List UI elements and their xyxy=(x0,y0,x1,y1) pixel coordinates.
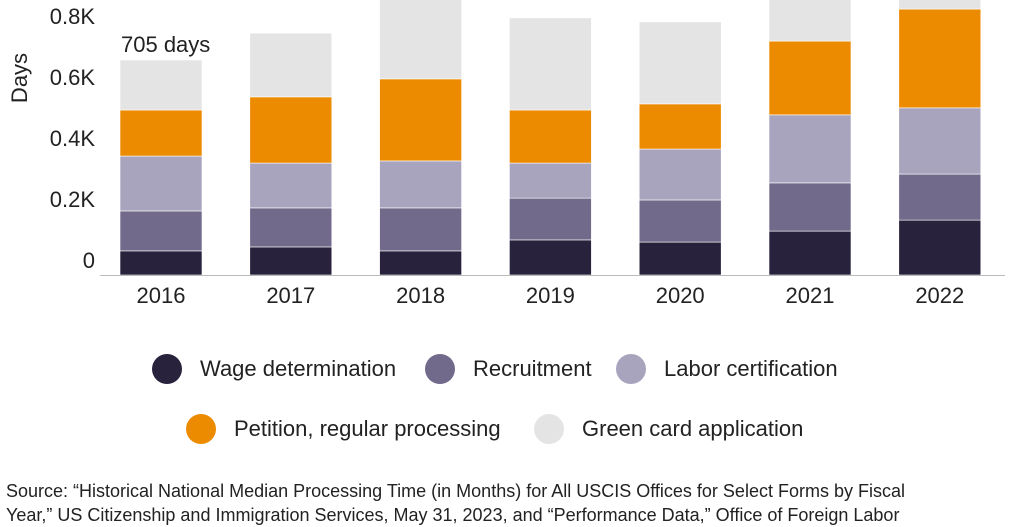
y-tick-label: 0.2K xyxy=(50,187,96,212)
bar-segment-2016-4 xyxy=(119,59,203,111)
bar-segment-2020-3 xyxy=(638,103,722,150)
y-tick-label: 0 xyxy=(83,248,95,273)
bar-segment-2016-1 xyxy=(119,210,203,252)
legend-item-green-card: Green card application xyxy=(534,414,803,444)
y-tick-label: 0.6K xyxy=(50,65,96,90)
y-tick-label: 0.4K xyxy=(50,126,96,151)
legend-item-labor-certification: Labor certification xyxy=(616,354,838,384)
bar-segment-2019-3 xyxy=(509,109,592,164)
x-tick-label: 2018 xyxy=(396,283,445,308)
legend-item-wage-determination: Wage determination xyxy=(152,354,396,384)
legend-swatch xyxy=(425,354,455,384)
bar-segment-2016-2 xyxy=(119,155,203,212)
bar-segment-2017-2 xyxy=(249,162,333,209)
bar-segment-2018-3 xyxy=(379,78,462,162)
bar-segment-2022-3 xyxy=(898,8,982,109)
legend-label: Labor certification xyxy=(664,356,838,381)
bar-segment-2022-2 xyxy=(898,107,982,175)
legend-swatch xyxy=(152,354,182,384)
bar-segment-2018-0 xyxy=(379,250,462,276)
annotation-2016-total: 705 days xyxy=(121,32,210,57)
bar-segment-2017-0 xyxy=(249,246,333,276)
y-axis-label: Days xyxy=(7,53,32,103)
source-line-2: Year,” US Citizenship and Immigration Se… xyxy=(6,505,900,525)
bar-segment-2022-0 xyxy=(898,219,982,276)
bar-segment-2017-4 xyxy=(249,32,333,98)
y-tick-label: 0.8K xyxy=(50,4,96,29)
source-note: Source: “Historical National Median Proc… xyxy=(6,479,905,527)
bar-segment-2022-4 xyxy=(898,0,982,10)
x-tick-label: 2019 xyxy=(526,283,575,308)
legend-label: Recruitment xyxy=(473,356,592,381)
legend-item-petition: Petition, regular processing xyxy=(186,414,501,444)
legend-swatch xyxy=(186,414,216,444)
bar-segment-2018-4 xyxy=(379,0,462,80)
x-tick-label: 2020 xyxy=(656,283,705,308)
bar-segment-2021-4 xyxy=(768,0,852,42)
bar-segment-2016-0 xyxy=(119,250,203,276)
bar-segment-2021-0 xyxy=(768,230,852,276)
bar-segment-2020-0 xyxy=(638,241,722,276)
bar-segment-2017-1 xyxy=(249,207,333,248)
x-tick-label: 2016 xyxy=(137,283,186,308)
bar-segment-2020-1 xyxy=(638,199,722,243)
bar-segment-2018-2 xyxy=(379,160,462,209)
source-line-1: Source: “Historical National Median Proc… xyxy=(6,481,905,501)
legend-label: Petition, regular processing xyxy=(234,416,501,441)
bar-segment-2019-2 xyxy=(509,162,592,199)
legend-swatch xyxy=(534,414,564,444)
bar-segment-2019-0 xyxy=(509,239,592,276)
x-tick-label: 2022 xyxy=(915,283,964,308)
bar-segment-2017-3 xyxy=(249,96,333,164)
bar-segment-2018-1 xyxy=(379,207,462,252)
x-tick-label: 2017 xyxy=(266,283,315,308)
stacked-bar-chart: 0 0.2K 0.4K 0.6K 0.8K 2016 2017 2018 2019 2020 20… xyxy=(7,0,1005,308)
bar-segment-2016-3 xyxy=(119,109,203,157)
bar-segment-2020-4 xyxy=(638,21,722,105)
x-tick-label: 2021 xyxy=(786,283,835,308)
bar-segment-2019-1 xyxy=(509,197,592,241)
legend-label: Wage determination xyxy=(200,356,397,381)
bar-segment-2022-1 xyxy=(898,173,982,221)
legend-label: Green card application xyxy=(582,416,804,441)
legend-item-recruitment: Recruitment xyxy=(425,354,592,384)
bar-segment-2020-2 xyxy=(638,148,722,201)
bar-segment-2021-2 xyxy=(768,114,852,184)
legend-swatch xyxy=(616,354,646,384)
bar-segment-2021-3 xyxy=(768,40,852,116)
bar-segment-2021-1 xyxy=(768,182,852,232)
bar-segment-2019-4 xyxy=(509,17,592,111)
